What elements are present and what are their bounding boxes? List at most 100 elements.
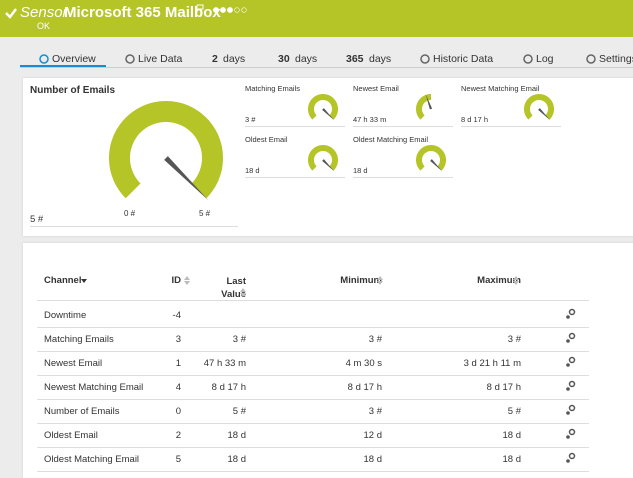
gauge-needle	[430, 159, 443, 172]
tab-icon	[125, 54, 135, 64]
cell[interactable]: Newest Email	[44, 358, 103, 369]
sensor-kind: Sensor	[20, 4, 68, 21]
channel-settings-icon[interactable]	[565, 380, 577, 392]
cell: 8 d 17 h	[211, 382, 246, 393]
channel-settings-icon[interactable]	[565, 428, 577, 440]
check-icon	[5, 8, 17, 19]
gauge-value: 8 d 17 h	[461, 115, 489, 124]
sort-arrow	[240, 288, 246, 292]
gauge-needle	[322, 108, 335, 121]
gauge-arc	[109, 101, 223, 199]
icon-shape	[586, 54, 596, 64]
cell[interactable]: Number of Emails	[44, 406, 120, 417]
tab-icon	[523, 54, 533, 64]
row-divider	[37, 327, 589, 328]
icon-shape	[566, 363, 570, 367]
tab-number[interactable]: 365	[346, 53, 364, 65]
tab-number[interactable]: 30	[278, 53, 290, 65]
small-gauge	[416, 145, 446, 172]
gauge-arc	[416, 145, 446, 171]
gauge-title: Matching Emails	[245, 84, 301, 93]
tab-label[interactable]: days	[295, 53, 318, 65]
tab-icon	[39, 54, 49, 64]
main-gauge	[109, 101, 223, 201]
small-gauge	[308, 145, 338, 172]
icon-shape	[566, 459, 570, 463]
column-header[interactable]: ID	[171, 275, 182, 286]
priority-stars[interactable]	[196, 4, 256, 16]
cell: 18 d	[502, 454, 522, 465]
icon-shape	[566, 315, 570, 319]
sensor-title: Microsoft 365 Mailbox	[64, 4, 221, 21]
tab-label[interactable]: Log	[536, 53, 554, 65]
cell[interactable]: Oldest Email	[44, 430, 98, 441]
sort-arrow	[81, 279, 87, 283]
icon-shape	[568, 332, 576, 340]
main-gauge-value: 5 #	[30, 214, 44, 225]
gauge-arc	[308, 94, 338, 120]
row-divider	[37, 351, 589, 352]
gauge-arc	[416, 94, 431, 120]
channel-settings-icon[interactable]	[565, 452, 577, 464]
channel-settings-icon[interactable]	[565, 308, 577, 320]
column-header[interactable]: Channel	[44, 275, 82, 286]
tab-label[interactable]: Settings	[599, 53, 633, 65]
cell[interactable]: Oldest Matching Email	[44, 454, 140, 465]
gauge-underline	[245, 126, 345, 127]
tab-label[interactable]: Overview	[52, 53, 96, 65]
tab-label[interactable]: days	[369, 53, 392, 65]
cell[interactable]: Downtime	[44, 310, 87, 321]
channel-settings-icon[interactable]	[565, 404, 577, 416]
row-divider	[37, 471, 589, 472]
small-gauge	[308, 94, 338, 121]
cell: 5 #	[232, 406, 246, 417]
channel-settings-icon[interactable]	[565, 332, 577, 344]
icon-shape	[568, 308, 576, 316]
icon-shape	[39, 54, 49, 64]
cell: 18 d	[502, 430, 522, 441]
cell: 4 m 30 s	[345, 358, 382, 369]
icon-shape	[566, 435, 570, 439]
gauge-needle	[322, 159, 335, 172]
icon-shape	[568, 380, 576, 388]
cell: 47 h 33 m	[203, 358, 246, 369]
row-divider	[37, 447, 589, 448]
icon-shape	[568, 404, 576, 412]
sort-arrow	[377, 276, 383, 280]
tab-label[interactable]: days	[223, 53, 246, 65]
icon-shape	[566, 387, 570, 391]
gauge-title: Oldest Email	[245, 135, 288, 144]
cell: 4	[175, 382, 181, 393]
column-header[interactable]: Last Value	[221, 276, 246, 300]
cell[interactable]: Matching Emails	[44, 334, 114, 345]
gauge-underline	[461, 126, 561, 127]
column-header[interactable]: Maximum	[477, 275, 521, 286]
icon-shape	[523, 54, 533, 64]
icon-shape	[568, 428, 576, 436]
gauge-underline	[353, 177, 453, 178]
small-gauge	[416, 93, 433, 120]
gauge-title: Newest Matching Email	[461, 84, 540, 93]
tab-divider	[20, 67, 633, 68]
tab-number[interactable]: 2	[212, 53, 218, 65]
active-tab-underline	[20, 65, 106, 67]
sort-arrow	[377, 281, 383, 285]
icon-shape	[420, 54, 430, 64]
cell: 3 d 21 h 11 m	[463, 358, 521, 369]
sort-arrow	[513, 281, 519, 285]
cell: 12 d	[363, 430, 383, 441]
gauge-value: 47 h 33 m	[353, 115, 387, 124]
cell: 5	[175, 454, 181, 465]
icon-shape	[568, 452, 576, 460]
overview-panel: Number of Emails 0 # 5 # 5 # Matching Em…	[23, 78, 633, 236]
sort-arrow	[240, 293, 246, 297]
main-gauge-title: Number of Emails	[30, 85, 116, 96]
cell[interactable]: Newest Matching Email	[44, 382, 144, 393]
channel-settings-icon[interactable]	[565, 356, 577, 368]
tab-label[interactable]: Live Data	[138, 53, 183, 65]
row-divider	[37, 375, 589, 376]
tab-label[interactable]: Historic Data	[433, 53, 494, 65]
icon-shape	[125, 54, 135, 64]
column-header[interactable]: Minimum	[340, 275, 382, 286]
